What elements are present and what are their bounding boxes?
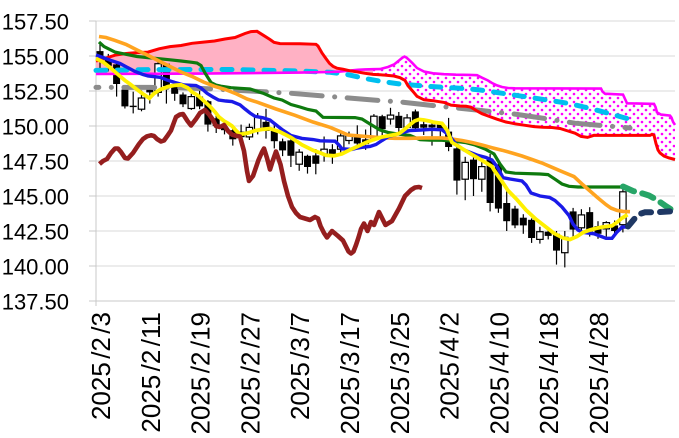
svg-text:2025/4/10: 2025/4/10	[484, 312, 514, 433]
svg-text:152.50: 152.50	[2, 80, 69, 105]
svg-text:2025/2/3: 2025/2/3	[86, 312, 116, 420]
svg-text:157.50: 157.50	[2, 10, 69, 35]
svg-text:137.50: 137.50	[2, 290, 69, 315]
svg-text:140.00: 140.00	[2, 255, 69, 280]
svg-text:142.50: 142.50	[2, 220, 69, 245]
svg-text:155.00: 155.00	[2, 45, 69, 70]
svg-text:2025/3/7: 2025/3/7	[285, 312, 315, 420]
svg-text:145.00: 145.00	[2, 185, 69, 210]
svg-text:2025/3/25: 2025/3/25	[385, 312, 415, 433]
svg-text:2025/2/11: 2025/2/11	[136, 312, 166, 433]
svg-text:2025/4/18: 2025/4/18	[534, 312, 564, 433]
svg-text:2025/3/17: 2025/3/17	[335, 312, 365, 433]
svg-text:2025/2/19: 2025/2/19	[186, 312, 216, 433]
svg-text:2025/4/2: 2025/4/2	[435, 312, 465, 420]
svg-text:2025/4/28: 2025/4/28	[584, 312, 614, 433]
svg-text:150.00: 150.00	[2, 115, 69, 140]
svg-text:2025/2/27: 2025/2/27	[235, 312, 265, 433]
svg-text:147.50: 147.50	[2, 150, 69, 175]
